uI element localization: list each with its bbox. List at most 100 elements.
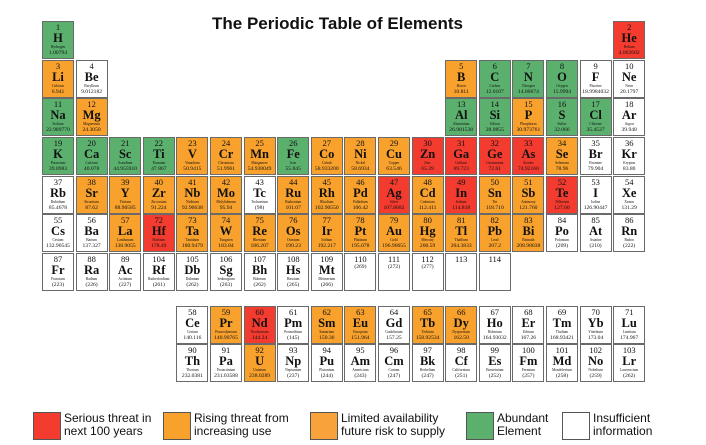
element-symbol: Kr	[621, 147, 637, 161]
atomic-mass: 144.24	[251, 334, 268, 341]
atomic-number: 104	[152, 254, 166, 264]
atomic-number: 51	[524, 177, 533, 187]
atomic-mass: 50.9415	[183, 165, 202, 172]
atomic-number: 30	[423, 138, 432, 148]
element-symbol: At	[588, 224, 603, 238]
element-cell-os: 76 Os Osmium 190.23	[277, 214, 310, 252]
element-cell-sr: 38 Sr Strontium 87.62	[75, 176, 108, 214]
atomic-mass: 91.224	[151, 204, 167, 211]
element-symbol: Er	[521, 316, 536, 330]
element-name: Phosphorus	[520, 122, 537, 126]
element-cell-zr: 40 Zr Zirconium 91.224	[142, 176, 175, 214]
atomic-number: 108	[286, 254, 300, 264]
atomic-mass: 101.07	[285, 204, 301, 211]
element-cell-hs: 108 Hs Hassium (265)	[277, 253, 310, 291]
element-name: Lawrencium	[620, 368, 639, 372]
element-symbol: P	[524, 108, 533, 122]
element-name: Berkelium	[420, 368, 436, 372]
element-symbol: Xe	[621, 186, 637, 200]
atomic-number: 25	[255, 138, 264, 148]
element-name: Molybdenum	[216, 200, 236, 204]
atomic-mass: 15.9994	[552, 88, 572, 95]
atomic-number: 65	[423, 307, 432, 317]
atomic-mass: (262)	[623, 372, 636, 379]
element-cell-ce: 58 Ce Cerium 140.116	[176, 306, 209, 344]
element-name: Holmium	[487, 330, 502, 334]
element-name: Platinum	[353, 238, 367, 242]
atomic-number: 80	[423, 215, 432, 225]
atomic-number: 92	[255, 345, 264, 355]
element-symbol: U	[255, 354, 265, 368]
atomic-number: 66	[456, 307, 466, 317]
atomic-number: 27	[322, 138, 332, 148]
atomic-number: 12	[87, 99, 96, 109]
element-cell-br: 35 Br Bromine 79.904	[579, 137, 612, 175]
element-name: Zirconium	[151, 200, 167, 204]
element-cell-md: 101 Md Mendelevium (258)	[546, 344, 578, 382]
element-name: Einsteinium	[486, 368, 504, 372]
element-symbol: Be	[84, 70, 99, 84]
element-cell-pu: 94 Pu Plutonium (244)	[310, 344, 343, 382]
page-title: The Periodic Table of Elements	[212, 14, 463, 33]
element-symbol: Sn	[487, 186, 502, 200]
element-name: Zinc	[424, 161, 431, 165]
atomic-number: 107	[253, 254, 266, 264]
element-symbol: Mo	[216, 186, 236, 200]
element-symbol: Dy	[453, 316, 469, 330]
element-name: Rubidium	[50, 200, 66, 204]
element-symbol: Lu	[621, 316, 637, 330]
atomic-number: 42	[221, 177, 231, 187]
atomic-mass: 20.1797	[620, 88, 639, 95]
atomic-number: 5	[459, 61, 464, 71]
element-symbol: Re	[252, 224, 267, 238]
element-name: Copper	[388, 161, 400, 165]
atomic-number: 40	[154, 177, 164, 187]
element-name: Yttrium	[119, 200, 131, 204]
element-name: Lead	[491, 238, 499, 242]
element-cell-zn: 30 Zn Zinc 65.39	[411, 137, 444, 175]
atomic-number: 54	[624, 177, 634, 187]
element-cell-ho: 67 Ho Holmium 164.93032	[478, 306, 511, 344]
element-name: Francium	[51, 277, 65, 281]
atomic-number: 59	[221, 307, 231, 317]
atomic-number: 56	[87, 215, 96, 225]
atomic-number: 99	[490, 345, 500, 355]
element-name: Cerium	[187, 330, 198, 334]
element-cell-po: 84 Po Polonium (209)	[546, 214, 578, 252]
element-cell-co: 27 Co Cobalt 58.933200	[310, 137, 343, 175]
atomic-number: 60	[255, 307, 264, 317]
legend-swatch-serious	[33, 412, 61, 440]
atomic-number: 34	[557, 138, 567, 148]
atomic-mass: 140.116	[183, 334, 202, 341]
element-name: Carbon	[489, 84, 501, 88]
element-name: Bohrium	[253, 277, 266, 281]
element-name: Sodium	[52, 122, 64, 126]
element-symbol: Pb	[487, 224, 503, 238]
element-cell-w: 74 W Tungsten 183.84	[210, 214, 242, 252]
atomic-mass: 151.964	[351, 334, 370, 341]
element-name: Iridium	[321, 238, 333, 242]
atomic-number: 29	[389, 138, 399, 148]
atomic-mass: (226)	[85, 281, 98, 288]
element-symbol: Hs	[285, 263, 301, 277]
element-name: Neptunium	[285, 368, 302, 372]
atomic-mass: 238.0289	[249, 372, 271, 379]
element-name: Germanium	[486, 161, 504, 165]
atomic-mass: 72.61	[488, 165, 502, 172]
element-name: Seaborgium	[217, 277, 235, 281]
element-name: Rhenium	[253, 238, 267, 242]
element-symbol: O	[557, 70, 567, 84]
element-name: Bromine	[589, 161, 602, 165]
atomic-number: 2	[627, 22, 632, 32]
atomic-mass: 107.8682	[383, 204, 405, 211]
element-cell-dy: 66 Dy Dysprosium 162.50	[445, 306, 478, 344]
element-symbol: Fr	[51, 263, 65, 277]
element-cell-112: 112 (277)	[411, 253, 444, 291]
element-cell-gd: 64 Gd Gadolinium 157.25	[378, 306, 410, 344]
element-symbol: V	[187, 147, 197, 161]
atomic-mass: (262)	[253, 281, 266, 288]
element-cell-ga: 31 Ga Gallium 69.723	[445, 137, 478, 175]
atomic-number: 8	[559, 61, 565, 71]
element-symbol: Th	[184, 354, 201, 368]
atomic-number: 1	[55, 22, 61, 32]
